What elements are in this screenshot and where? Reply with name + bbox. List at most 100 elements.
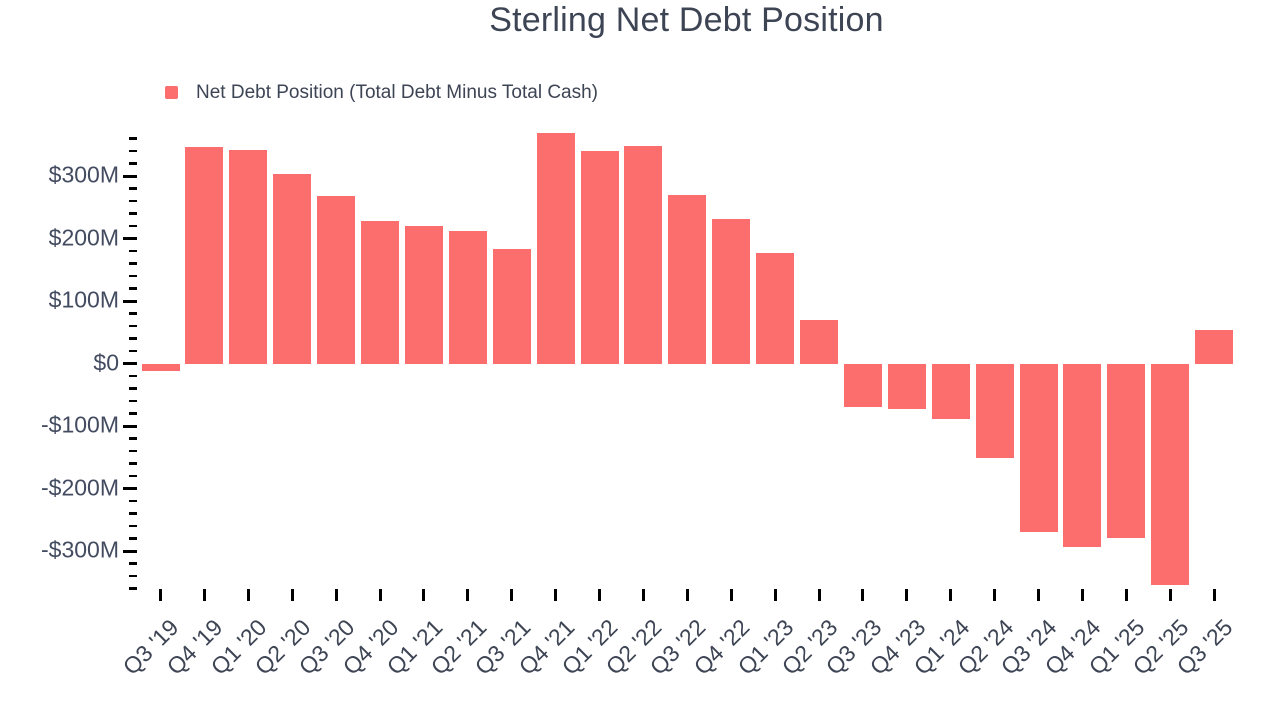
bar[interactable]: [1063, 363, 1102, 547]
bar[interactable]: [1195, 330, 1234, 364]
y-axis-minor-tick: [129, 437, 137, 440]
y-axis-major-tick: [123, 487, 137, 490]
x-axis-tick: [378, 588, 382, 601]
bar[interactable]: [756, 252, 795, 364]
bar[interactable]: [1107, 363, 1146, 538]
bar[interactable]: [492, 248, 531, 364]
y-axis-minor-tick: [129, 199, 137, 203]
bar[interactable]: [624, 146, 663, 364]
y-axis-minor-tick: [129, 524, 137, 528]
y-axis-label: -$100M: [41, 411, 119, 438]
y-axis-minor-tick: [129, 499, 137, 503]
x-axis-tick: [1212, 588, 1216, 601]
x-axis-tick: [422, 588, 426, 601]
bar[interactable]: [404, 226, 443, 364]
x-axis-tick: [729, 588, 733, 601]
y-axis-label: $300M: [48, 161, 119, 188]
x-axis-tick: [290, 588, 294, 601]
bar[interactable]: [975, 363, 1014, 458]
x-axis-tick: [773, 588, 777, 601]
x-axis-tick: [641, 588, 645, 601]
y-axis-minor-tick: [129, 187, 137, 190]
y-axis-major-tick: [123, 237, 137, 240]
bar[interactable]: [361, 221, 399, 364]
y-axis-minor-tick: [129, 162, 137, 165]
x-axis-tick: [554, 588, 558, 601]
y-axis-minor-tick: [129, 574, 137, 578]
y-axis-minor-tick: [129, 562, 137, 565]
y-axis-minor-tick: [129, 262, 137, 265]
x-axis-tick: [905, 588, 909, 601]
legend: Net Debt Position (Total Debt Minus Tota…: [165, 82, 598, 103]
y-axis-minor-tick: [129, 462, 137, 465]
y-axis-major-tick: [123, 299, 137, 303]
bar[interactable]: [141, 363, 180, 371]
bar[interactable]: [229, 149, 268, 364]
y-axis-major-tick: [123, 362, 137, 365]
y-axis-minor-tick: [129, 149, 137, 153]
y-axis-minor-tick: [129, 399, 137, 403]
y-axis-minor-tick: [129, 537, 137, 540]
chart-title: Sterling Net Debt Position: [489, 1, 884, 39]
y-axis-major-tick: [123, 549, 137, 553]
bar[interactable]: [536, 132, 575, 364]
bar[interactable]: [712, 218, 751, 364]
bar[interactable]: [185, 147, 224, 364]
y-axis-label: $200M: [48, 223, 119, 250]
x-axis-tick: [202, 588, 206, 601]
y-axis-minor-tick: [129, 337, 137, 340]
bar[interactable]: [800, 319, 838, 364]
bar[interactable]: [668, 194, 707, 364]
y-axis-minor-tick: [129, 587, 137, 590]
bar[interactable]: [887, 363, 926, 410]
x-axis-tick: [949, 588, 953, 601]
y-axis-label: $0: [93, 348, 119, 375]
y-axis-minor-tick: [129, 312, 137, 315]
y-axis-minor-tick: [129, 324, 137, 328]
x-axis-tick: [466, 588, 470, 601]
x-axis-tick: [817, 588, 821, 601]
bar[interactable]: [580, 151, 619, 364]
bar[interactable]: [1151, 363, 1190, 585]
y-axis-minor-tick: [129, 374, 137, 378]
x-axis-tick: [246, 588, 250, 601]
x-axis-tick: [1037, 588, 1040, 601]
x-axis-tick: [159, 588, 162, 601]
x-axis-tick: [685, 588, 689, 601]
y-axis-minor-tick: [129, 512, 137, 515]
y-axis-label: $100M: [48, 286, 119, 313]
x-axis-tick: [510, 588, 514, 601]
x-axis-tick: [1080, 588, 1084, 601]
bar[interactable]: [1019, 363, 1058, 533]
legend-label: Net Debt Position (Total Debt Minus Tota…: [196, 81, 598, 103]
bar[interactable]: [931, 363, 970, 419]
bar[interactable]: [273, 174, 312, 364]
bar[interactable]: [448, 231, 487, 364]
y-axis-label: -$200M: [41, 473, 119, 500]
y-axis-label: -$300M: [41, 536, 119, 563]
x-axis-tick: [993, 588, 997, 601]
y-axis-major-tick: [123, 424, 137, 428]
x-axis-tick: [1124, 588, 1128, 601]
bar[interactable]: [843, 363, 882, 408]
x-axis-tick: [598, 588, 601, 601]
y-axis-minor-tick: [129, 137, 137, 140]
x-axis-tick: [861, 588, 865, 601]
y-axis-minor-tick: [129, 349, 137, 353]
y-axis-minor-tick: [129, 387, 137, 390]
y-axis-major-tick: [123, 174, 137, 178]
y-axis-minor-tick: [129, 212, 137, 215]
y-axis-minor-tick: [129, 249, 137, 253]
y-axis-minor-tick: [129, 274, 137, 278]
y-axis-minor-tick: [129, 224, 137, 228]
x-axis-tick: [334, 588, 338, 601]
x-axis-tick: [1168, 588, 1172, 601]
y-axis-minor-tick: [129, 449, 137, 453]
y-axis-minor-tick: [129, 474, 137, 478]
legend-swatch-icon: [165, 86, 178, 99]
bar[interactable]: [317, 196, 356, 364]
y-axis-minor-tick: [129, 287, 137, 290]
y-axis-minor-tick: [129, 412, 137, 415]
